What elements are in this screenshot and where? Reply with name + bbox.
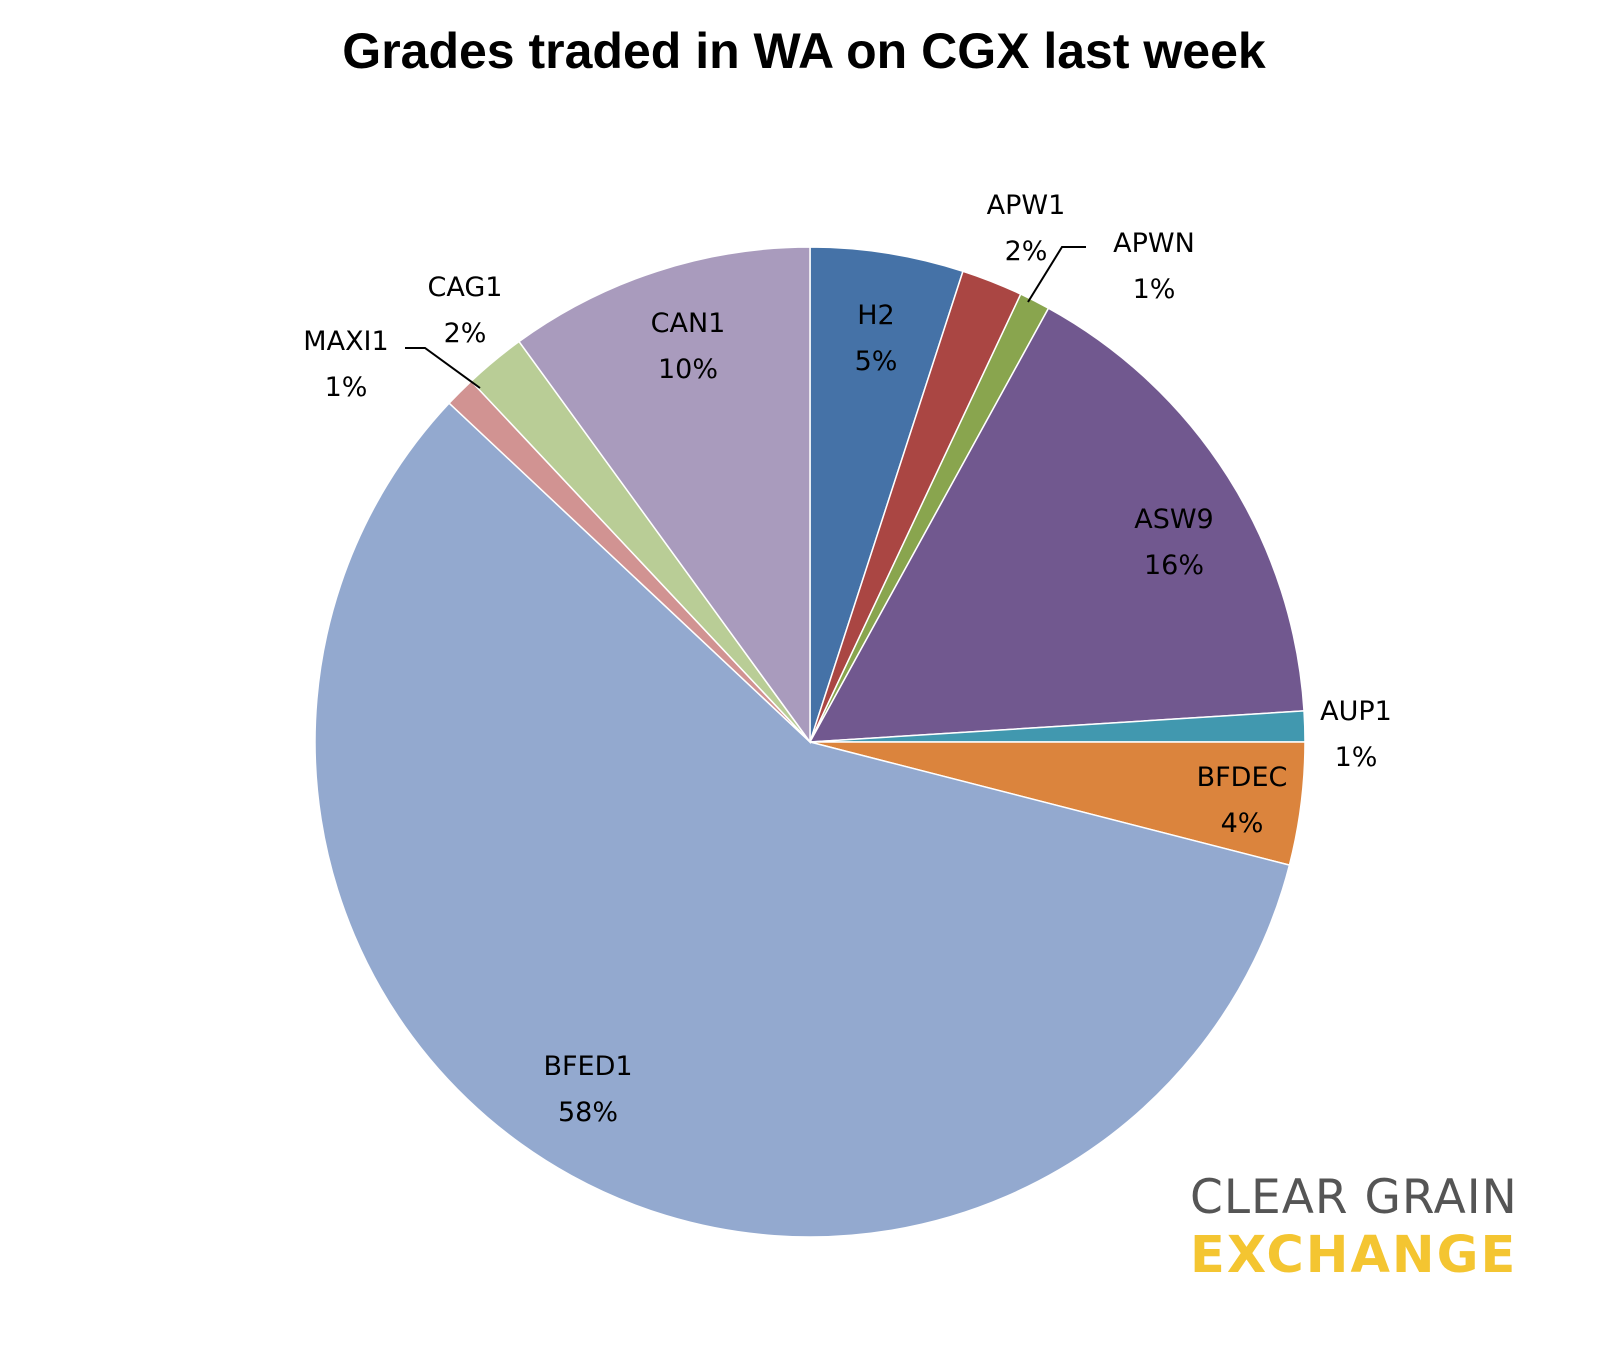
pie-slice-h2 bbox=[809, 246, 964, 743]
pie-slice-asw9 bbox=[808, 307, 1305, 743]
slice-percent-label-cag1: 2% bbox=[444, 318, 487, 349]
slice-name-label-aup1: AUP1 bbox=[1320, 696, 1392, 727]
slice-percent-label-bfdec: 4% bbox=[1221, 808, 1264, 839]
slice-percent-label-can1: 10% bbox=[658, 354, 718, 385]
logo-line-1: CLEAR GRAIN bbox=[1190, 1170, 1518, 1225]
slice-percent-label-h2: 5% bbox=[855, 346, 898, 377]
slice-name-label-can1: CAN1 bbox=[651, 308, 726, 339]
leader-line-apwn bbox=[1027, 246, 1086, 303]
pie-slice-bfed1 bbox=[314, 402, 1291, 1238]
slice-name-label-apwn: APWN bbox=[1113, 228, 1195, 259]
slice-name-label-bfed1: BFED1 bbox=[543, 1051, 632, 1082]
slice-name-label-asw9: ASW9 bbox=[1134, 504, 1213, 535]
slice-name-label-cag1: CAG1 bbox=[428, 272, 503, 303]
logo-line-2: EXCHANGE bbox=[1190, 1226, 1518, 1285]
slice-percent-label-apwn: 1% bbox=[1133, 274, 1176, 305]
slice-percent-label-asw9: 16% bbox=[1144, 550, 1204, 581]
pie-slice-can1 bbox=[518, 246, 811, 745]
slice-percent-label-bfed1: 58% bbox=[558, 1097, 618, 1128]
chart-title: Grades traded in WA on CGX last week bbox=[342, 23, 1266, 79]
slice-percent-label-maxi1: 1% bbox=[325, 372, 368, 403]
slice-name-label-maxi1: MAXI1 bbox=[303, 326, 388, 357]
slice-percent-label-aup1: 1% bbox=[1335, 742, 1378, 773]
slice-percent-label-apw1: 2% bbox=[1005, 236, 1048, 267]
slice-name-label-bfdec: BFDEC bbox=[1197, 762, 1288, 793]
leader-line-maxi1 bbox=[405, 347, 481, 389]
slice-name-label-h2: H2 bbox=[857, 300, 894, 331]
slice-name-label-apw1: APW1 bbox=[987, 190, 1066, 221]
clear-grain-exchange-logo: CLEAR GRAIN EXCHANGE bbox=[1190, 1170, 1580, 1285]
